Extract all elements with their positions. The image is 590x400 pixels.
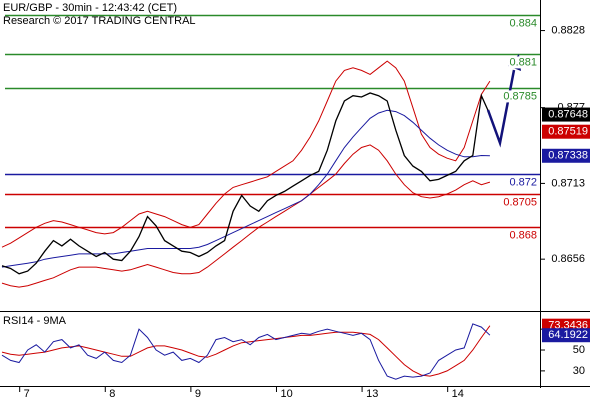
level-label-bg (502, 90, 538, 103)
level-label: 0.884 (509, 17, 537, 29)
series-line (1, 60, 491, 248)
value-tag-label: 0.87648 (548, 108, 588, 120)
y-tick-label: 30 (573, 365, 585, 377)
value-tag-label: 0.87519 (548, 126, 588, 138)
series-line (1, 144, 491, 288)
plot-layer (1, 14, 540, 380)
level-label-bg (508, 229, 538, 242)
level-label: 0.872 (509, 176, 537, 188)
level-label-bg (502, 196, 538, 209)
chart-title: EUR/GBP - 30min - 12:43:42 (CET) (3, 2, 177, 14)
rsi-title: RSI14 - 9MA (3, 315, 67, 327)
x-tick-label: 8 (109, 388, 115, 400)
level-label: 0.8705 (503, 196, 537, 208)
y-tick-label: 0.8828 (551, 24, 585, 36)
value-tag (542, 107, 590, 122)
level-label: 0.868 (509, 229, 537, 241)
x-tick-label: 10 (280, 388, 292, 400)
value-tag (542, 328, 590, 343)
chart-subtitle: Research © 2017 TRADING CENTRAL (3, 15, 196, 27)
x-tick-label: 9 (195, 388, 201, 400)
x-tick-label: 13 (366, 388, 378, 400)
series-line (1, 92, 491, 275)
y-tick-label: 0.8713 (551, 177, 585, 189)
level-label: 0.8785 (503, 90, 537, 102)
x-tick-label: 7 (24, 388, 30, 400)
y-tick-label: 50 (573, 344, 585, 356)
level-label-bg (508, 56, 538, 69)
series-line (1, 323, 491, 380)
series-line (1, 109, 490, 268)
level-label-bg (508, 17, 538, 30)
value-tag-label: 64.1922 (548, 329, 588, 341)
value-tag-label: 0.87338 (548, 150, 588, 162)
y-tick-label: 0.8656 (551, 253, 585, 265)
x-tick-label: 14 (452, 388, 464, 400)
level-label: 0.881 (509, 56, 537, 68)
level-label-bg (508, 176, 538, 189)
value-tag (542, 148, 590, 163)
value-tag (542, 124, 590, 139)
